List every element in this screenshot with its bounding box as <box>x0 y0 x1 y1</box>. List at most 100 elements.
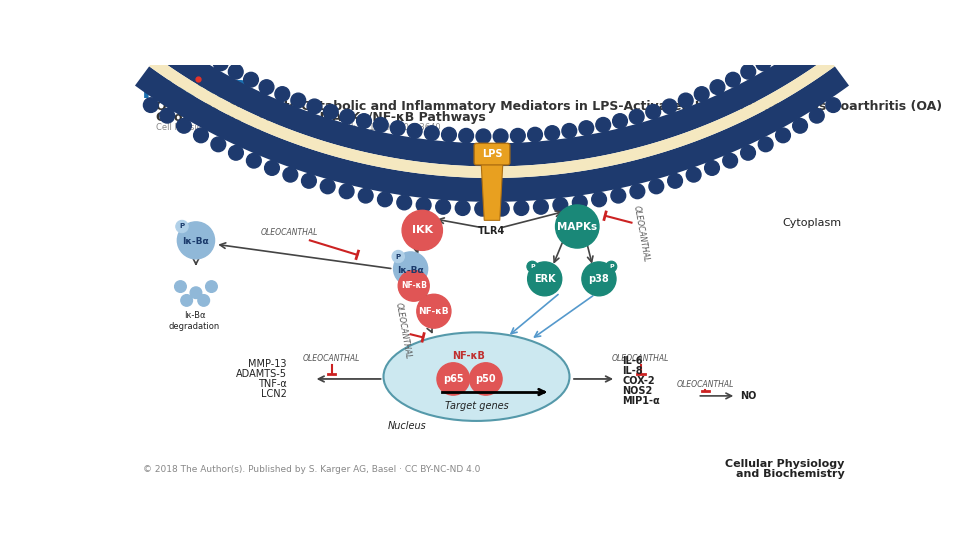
Circle shape <box>437 363 469 395</box>
Circle shape <box>459 129 473 143</box>
Circle shape <box>694 87 709 102</box>
Circle shape <box>756 56 771 71</box>
Text: p65: p65 <box>443 374 464 384</box>
Circle shape <box>710 80 725 94</box>
Text: P: P <box>396 254 400 260</box>
Circle shape <box>668 173 683 188</box>
Circle shape <box>324 105 338 119</box>
Text: Oleocanthal Inhibits Catabolic and Inflammatory Mediators in LPS-Activated Human: Oleocanthal Inhibits Catabolic and Infla… <box>156 100 942 113</box>
Text: IKK: IKK <box>412 225 433 235</box>
Circle shape <box>705 161 719 176</box>
Text: OLEOCANTHAL: OLEOCANTHAL <box>303 354 360 363</box>
Circle shape <box>469 363 502 395</box>
Text: NF-κB: NF-κB <box>419 307 449 316</box>
Circle shape <box>679 93 693 108</box>
Text: Target genes: Target genes <box>444 401 509 411</box>
Circle shape <box>184 38 199 52</box>
Circle shape <box>630 184 645 199</box>
Circle shape <box>776 128 790 143</box>
Circle shape <box>259 80 274 94</box>
Circle shape <box>356 114 372 129</box>
Text: Cell Physiol Biochem 2018;48:2414–2428 · DOI:10.1159/000493640: Cell Physiol Biochem 2018;48:2414–2428 ·… <box>156 123 441 132</box>
Circle shape <box>159 109 175 123</box>
Circle shape <box>582 262 616 296</box>
Text: © 2018 The Author(s). Published by S. Karger AG, Basel · CC BY-NC-ND 4.0: © 2018 The Author(s). Published by S. Ka… <box>143 465 481 474</box>
Circle shape <box>771 47 785 62</box>
FancyBboxPatch shape <box>474 143 510 165</box>
Circle shape <box>265 161 279 176</box>
Circle shape <box>213 56 228 71</box>
Circle shape <box>476 129 491 144</box>
Circle shape <box>339 184 354 199</box>
Circle shape <box>175 281 186 292</box>
Circle shape <box>180 295 192 306</box>
Circle shape <box>556 205 599 248</box>
Circle shape <box>494 201 509 216</box>
Circle shape <box>455 201 470 215</box>
Text: TNF-α: TNF-α <box>258 379 287 389</box>
Circle shape <box>758 137 773 152</box>
Circle shape <box>283 167 298 182</box>
Text: NO: NO <box>740 391 756 401</box>
Circle shape <box>606 261 616 272</box>
Circle shape <box>611 188 626 203</box>
Circle shape <box>726 72 740 87</box>
Circle shape <box>373 118 388 132</box>
Circle shape <box>407 124 422 138</box>
Circle shape <box>392 251 404 262</box>
Circle shape <box>442 127 456 142</box>
Text: KARGER: KARGER <box>142 79 250 103</box>
Text: and Biochemistry: and Biochemistry <box>736 469 845 480</box>
Circle shape <box>475 201 490 216</box>
Circle shape <box>402 211 443 251</box>
Text: Cellular Physiology: Cellular Physiology <box>725 458 845 469</box>
Circle shape <box>612 114 628 129</box>
Ellipse shape <box>383 333 569 421</box>
Text: ADAMTS-5: ADAMTS-5 <box>235 369 287 379</box>
Text: COX-2: COX-2 <box>622 376 655 386</box>
Circle shape <box>630 110 644 124</box>
Polygon shape <box>156 38 828 166</box>
Text: Iκ-Bα
degradation: Iκ-Bα degradation <box>169 311 220 330</box>
Circle shape <box>228 145 243 160</box>
Circle shape <box>275 87 290 102</box>
Circle shape <box>198 295 209 306</box>
Circle shape <box>247 153 261 168</box>
Circle shape <box>143 98 158 112</box>
Text: MAPKs: MAPKs <box>557 221 597 232</box>
Circle shape <box>511 129 525 143</box>
Text: OLEOCANTHAL: OLEOCANTHAL <box>612 354 669 363</box>
Circle shape <box>528 127 542 142</box>
Circle shape <box>244 72 258 87</box>
Circle shape <box>194 128 208 143</box>
Circle shape <box>398 271 429 301</box>
Polygon shape <box>481 163 503 220</box>
Text: Iκ-Bα: Iκ-Bα <box>182 238 209 246</box>
Circle shape <box>307 99 322 114</box>
Circle shape <box>528 262 562 296</box>
Text: OLEOCANTHAL: OLEOCANTHAL <box>394 301 412 360</box>
Text: LPS: LPS <box>482 149 502 159</box>
Text: MMP-13: MMP-13 <box>248 359 287 369</box>
Circle shape <box>424 126 439 140</box>
Circle shape <box>514 201 529 215</box>
Text: Cytoplasm: Cytoplasm <box>782 218 842 228</box>
Text: OLEOCANTHAL: OLEOCANTHAL <box>677 380 733 389</box>
Circle shape <box>793 118 807 133</box>
Circle shape <box>176 220 188 233</box>
Text: NF-κB: NF-κB <box>452 351 485 361</box>
Circle shape <box>534 199 548 214</box>
Circle shape <box>417 198 431 212</box>
Circle shape <box>394 252 427 286</box>
Circle shape <box>723 153 737 168</box>
Text: MIP1-α: MIP1-α <box>622 396 660 406</box>
Circle shape <box>553 198 567 212</box>
Circle shape <box>358 188 373 203</box>
Text: OLEOCANTHAL: OLEOCANTHAL <box>260 228 318 237</box>
Circle shape <box>596 118 611 132</box>
Text: NOS2: NOS2 <box>622 386 653 396</box>
Circle shape <box>205 281 217 292</box>
Text: p50: p50 <box>475 374 496 384</box>
Circle shape <box>572 195 588 210</box>
Circle shape <box>340 110 354 124</box>
